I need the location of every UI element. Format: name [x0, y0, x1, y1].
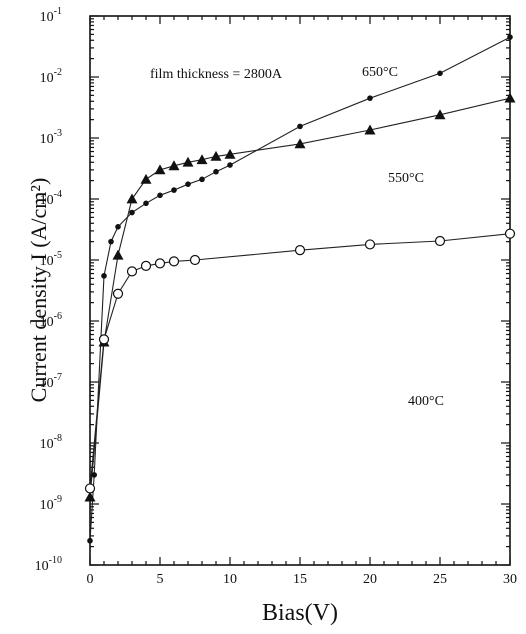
marker-400C — [168, 256, 180, 267]
marker-550C — [210, 150, 222, 161]
marker-650C — [185, 181, 191, 187]
marker-650C — [227, 162, 233, 168]
x-tick-label: 20 — [363, 572, 377, 587]
marker-650C — [213, 168, 219, 175]
marker-550C — [364, 124, 376, 135]
y-tick-label: 10-3 — [40, 128, 62, 147]
marker-400C — [364, 239, 376, 250]
marker-550C — [182, 156, 194, 167]
marker-650C — [437, 70, 443, 77]
marker-400C — [189, 254, 201, 266]
x-tick-label: 30 — [503, 572, 517, 587]
marker-400C — [504, 228, 516, 239]
marker-550C — [126, 193, 138, 204]
marker-650C — [129, 209, 135, 216]
labels-layer: Bias(V) Current density I (A/cm²) film t… — [26, 65, 444, 626]
marker-400C — [84, 483, 96, 494]
marker-650C — [108, 238, 114, 245]
marker-550C — [224, 148, 236, 159]
y-tick-label: 10-2 — [40, 67, 62, 86]
marker-400C — [434, 235, 446, 247]
marker-650C — [367, 95, 373, 101]
film-thickness-annotation: film thickness = 2800A — [150, 67, 283, 82]
marker-550C — [504, 92, 516, 103]
marker-650C — [507, 34, 513, 40]
series-label: 550°C — [388, 171, 424, 186]
marker-650C — [91, 472, 97, 478]
marker-650C — [115, 224, 121, 230]
series-layer — [89, 36, 511, 541]
marker-650C — [143, 200, 149, 207]
marker-650C — [171, 187, 177, 193]
marker-650C — [297, 123, 303, 130]
markers-layer — [84, 34, 516, 544]
marker-550C — [84, 491, 96, 502]
y-tick-label: 10-5 — [40, 250, 62, 269]
x-tick-label: 5 — [157, 572, 164, 587]
marker-400C — [154, 258, 166, 269]
y-tick-label: 10-8 — [40, 433, 62, 452]
marker-550C — [140, 173, 152, 184]
marker-550C — [112, 249, 124, 260]
marker-550C — [434, 109, 446, 120]
marker-550C — [294, 138, 306, 149]
marker-550C — [168, 160, 180, 171]
marker-650C — [199, 176, 205, 183]
marker-650C — [101, 273, 107, 279]
marker-400C — [294, 245, 306, 256]
y-tick-label: 10-4 — [40, 189, 62, 208]
marker-400C — [98, 334, 110, 345]
series-line-2 — [89, 233, 511, 489]
series-label: 400°C — [408, 394, 444, 409]
x-tick-label: 25 — [433, 572, 447, 587]
x-tick-label: 15 — [293, 572, 307, 587]
y-axis-label: Current density I (A/cm²) — [26, 178, 51, 403]
y-tick-label: 10-7 — [40, 372, 62, 391]
marker-550C — [196, 154, 208, 165]
axis-ticks: 0 5 10 15 20 25 30 10-10 10-9 10-8 10-7 10-6 10-5 10-… — [35, 6, 517, 587]
x-axis-label: Bias(V) — [262, 600, 338, 626]
marker-650C — [157, 192, 163, 199]
x-tick-label: 10 — [223, 572, 237, 587]
y-tick-label: 10-10 — [35, 555, 62, 574]
marker-400C — [112, 288, 124, 299]
marker-400C — [126, 266, 138, 277]
series-line-1 — [89, 97, 511, 498]
x-tick-label: 0 — [87, 572, 94, 587]
y-tick-label: 10-6 — [40, 311, 62, 330]
marker-650C — [87, 537, 93, 544]
marker-550C — [154, 164, 166, 175]
y-tick-label: 10-1 — [40, 6, 62, 25]
series-label: 650°C — [362, 65, 398, 80]
plot-frame — [89, 15, 511, 566]
y-tick-label: 10-9 — [40, 494, 62, 513]
marker-400C — [140, 260, 152, 272]
